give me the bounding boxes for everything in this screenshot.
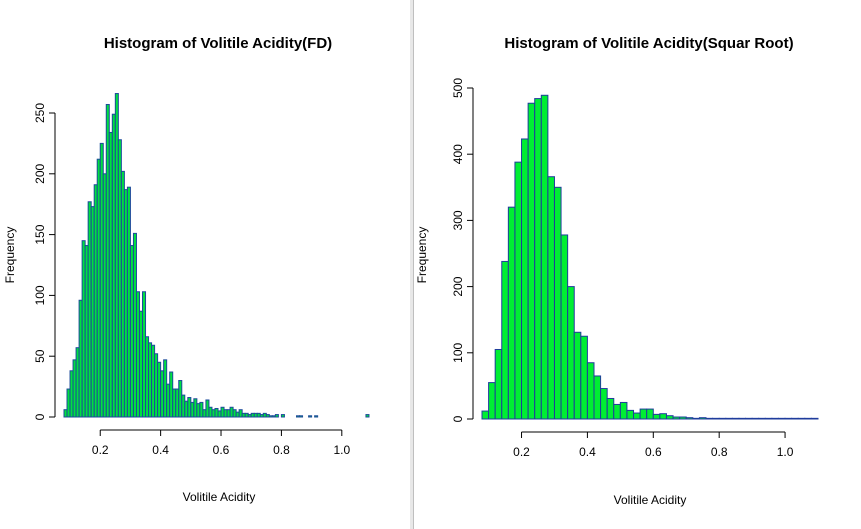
histogram-bar	[553, 186, 562, 420]
y-tick-label: 0	[451, 415, 465, 422]
histogram-bar	[501, 260, 509, 420]
histogram-bar	[692, 417, 700, 420]
histogram-bar	[672, 416, 681, 420]
histogram-bar	[626, 409, 635, 420]
x-tick-label: 0.4	[152, 443, 169, 457]
histogram-bar	[314, 415, 319, 418]
histogram-bar	[738, 417, 747, 420]
histogram-panel-sqrt: Histogram of Volitile Acidity(Squar Root…	[413, 0, 861, 529]
histogram-bar	[797, 417, 806, 420]
bars-group	[481, 94, 819, 420]
histogram-bar	[540, 94, 549, 420]
x-axis-label: Volitile Acidity	[614, 493, 687, 507]
histogram-bar	[613, 403, 621, 420]
histogram-bar	[580, 335, 588, 420]
y-axis-label: Frequency	[415, 227, 429, 284]
x-tick-label: 0.8	[711, 445, 728, 459]
histogram-bar	[567, 286, 575, 420]
histogram-bar	[299, 415, 304, 418]
histogram-bar	[308, 415, 313, 418]
histogram-bar	[560, 234, 569, 420]
histogram-bar	[804, 417, 812, 420]
histogram-bar	[534, 98, 542, 420]
histogram-bar	[712, 417, 720, 420]
histogram-bar	[573, 331, 582, 420]
y-tick-label: 400	[451, 144, 465, 164]
histogram-bar	[731, 417, 740, 420]
histogram-bar	[481, 410, 490, 420]
x-tick-label: 0.4	[579, 445, 596, 459]
histogram-bar	[685, 417, 694, 420]
histogram-bar	[488, 382, 496, 420]
bars-group	[63, 93, 370, 418]
y-tick-label: 300	[451, 210, 465, 230]
panel-divider	[410, 0, 413, 529]
histogram-bar	[659, 413, 667, 420]
histogram-bar	[751, 417, 760, 420]
histogram-panel-fd: Histogram of Volitile Acidity(FD) 0.2 0.4…	[0, 0, 411, 529]
histogram-bar	[646, 408, 654, 420]
histogram-bar	[514, 161, 523, 420]
histogram-bar	[586, 362, 595, 420]
histogram-bar	[639, 408, 648, 420]
histogram-bar	[547, 176, 555, 420]
y-axis-label: Frequency	[3, 227, 17, 284]
x-axis: 0.2 0.4 0.6 0.8 1.0	[513, 431, 794, 459]
x-axis-label: Volitile Acidity	[183, 490, 256, 504]
histogram-bar	[280, 414, 285, 418]
histogram-bar	[494, 348, 503, 420]
histogram-bar	[600, 388, 608, 420]
histogram-bar	[274, 414, 279, 418]
histogram-bar	[791, 417, 799, 420]
x-tick-label: 0.2	[513, 445, 530, 459]
x-tick-label: 0.2	[92, 443, 109, 457]
chart-title: Histogram of Volitile Acidity(Squar Root…	[504, 35, 793, 52]
histogram-bar	[606, 397, 615, 420]
histogram-bar	[784, 417, 793, 420]
y-tick-label: 200	[33, 163, 47, 183]
histogram-chart-fd: Histogram of Volitile Acidity(FD) 0.2 0.4…	[3, 35, 370, 504]
histogram-chart-sqrt: Histogram of Volitile Acidity(Squar Root…	[415, 35, 819, 507]
chart-title: Histogram of Volitile Acidity(FD)	[104, 35, 332, 52]
histogram-bar	[665, 415, 674, 420]
histogram-bar	[521, 138, 529, 420]
histogram-bar	[725, 417, 733, 420]
y-tick-label: 500	[451, 78, 465, 98]
x-tick-label: 0.8	[273, 443, 290, 457]
y-tick-label: 50	[33, 349, 47, 363]
y-tick-label: 0	[33, 413, 47, 420]
histogram-bar	[527, 102, 536, 420]
y-tick-label: 200	[451, 276, 465, 296]
y-tick-label: 150	[33, 224, 47, 244]
y-tick-label: 100	[451, 342, 465, 362]
histogram-bar	[619, 401, 628, 420]
histogram-bar	[771, 417, 779, 420]
y-tick-label: 100	[33, 285, 47, 305]
histogram-bar	[718, 417, 727, 420]
histogram-bar	[745, 417, 753, 420]
x-tick-label: 0.6	[213, 443, 230, 457]
x-tick-label: 1.0	[333, 443, 350, 457]
y-tick-label: 250	[33, 103, 47, 123]
histogram-bar	[705, 417, 714, 420]
x-axis: 0.2 0.4 0.6 0.8 1.0	[92, 429, 350, 457]
histogram-bar	[764, 417, 773, 420]
histogram-bar	[758, 417, 766, 420]
histogram-bar	[777, 417, 786, 420]
histogram-bar	[810, 417, 819, 420]
y-axis: 0 100 200 300 400 500	[451, 78, 474, 422]
x-tick-label: 0.6	[645, 445, 662, 459]
x-tick-label: 1.0	[777, 445, 794, 459]
histogram-bar	[507, 206, 516, 420]
histogram-bar	[679, 416, 687, 420]
y-axis: 0 50 100 150 200 250	[33, 103, 56, 420]
histogram-bar	[593, 375, 602, 420]
histogram-bar	[633, 412, 641, 420]
histogram-bar	[365, 414, 370, 418]
histogram-bar	[698, 417, 707, 420]
histogram-bar	[652, 413, 661, 420]
